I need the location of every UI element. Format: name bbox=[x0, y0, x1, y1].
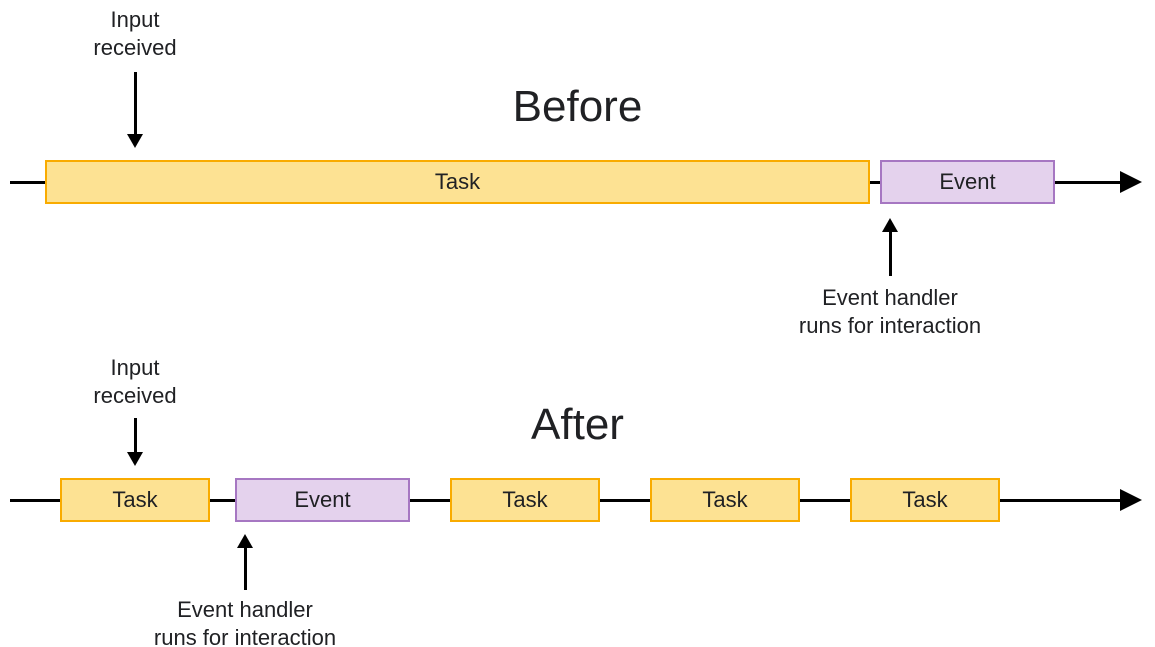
task-block: Task bbox=[850, 478, 1000, 522]
task-block: Task bbox=[45, 160, 870, 204]
block-label: Task bbox=[112, 487, 157, 513]
annotation-label: Event handlerruns for interaction bbox=[95, 596, 395, 647]
annotation-arrow-stem bbox=[889, 230, 892, 276]
block-label: Task bbox=[435, 169, 480, 195]
annotation-arrow-stem bbox=[134, 418, 137, 454]
block-label: Task bbox=[902, 487, 947, 513]
annotation-arrow-stem bbox=[244, 546, 247, 590]
annotation-label: Inputreceived bbox=[55, 354, 215, 409]
annotation-label: Inputreceived bbox=[55, 6, 215, 61]
timeline-arrowhead bbox=[1120, 171, 1142, 193]
diagram-stage: Before Task Event Inputreceived Event handle… bbox=[0, 0, 1155, 647]
annotation-label: Event handlerruns for interaction bbox=[740, 284, 1040, 339]
task-block: Task bbox=[650, 478, 800, 522]
event-block: Event bbox=[235, 478, 410, 522]
annotation-arrow-stem bbox=[134, 72, 137, 136]
block-label: Task bbox=[702, 487, 747, 513]
block-label: Event bbox=[939, 169, 995, 195]
annotation-arrow-head bbox=[127, 452, 143, 466]
block-label: Task bbox=[502, 487, 547, 513]
event-block: Event bbox=[880, 160, 1055, 204]
task-block: Task bbox=[450, 478, 600, 522]
block-label: Event bbox=[294, 487, 350, 513]
annotation-arrow-head bbox=[127, 134, 143, 148]
task-block: Task bbox=[60, 478, 210, 522]
section-heading: Before bbox=[0, 82, 1155, 132]
timeline-arrowhead bbox=[1120, 489, 1142, 511]
